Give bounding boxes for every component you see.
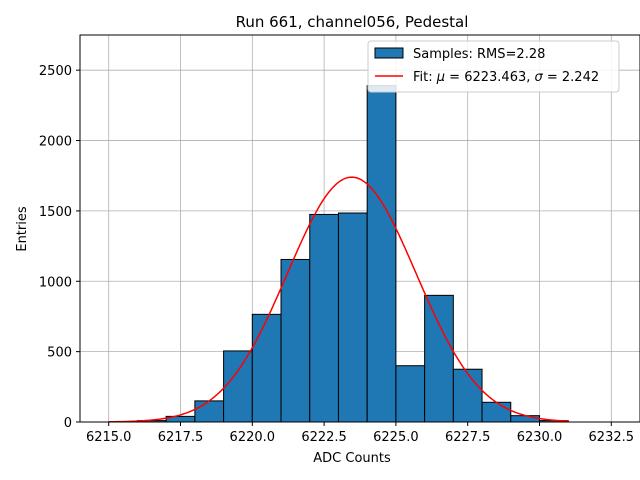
x-tick-label: 6222.5 [301,430,347,445]
x-tick-label: 6227.5 [445,430,491,445]
histogram-bar [452,368,483,423]
x-tick-label: 6232.5 [589,430,635,445]
legend-swatch-histogram [374,47,404,59]
histogram-bar [251,313,282,423]
histogram-bar [309,213,339,423]
y-axis-ticks: 0 500 1000 1500 2000 2500 [39,64,80,431]
legend-fit-mu-symbol: μ [436,70,445,85]
y-tick-label: 2500 [39,64,72,79]
fit-curve [108,176,569,423]
histogram-bar [510,415,540,423]
x-axis-label: ADC Counts [313,451,391,466]
y-tick-label: 1000 [39,275,72,290]
x-tick-label: 6230.0 [517,430,563,445]
x-tick-label: 6215.0 [86,430,132,445]
x-tick-label: 6217.5 [158,430,204,445]
histogram-bar [481,401,512,423]
x-tick-label: 6225.0 [373,430,419,445]
legend-fit-prefix: Fit: [413,70,437,85]
x-tick-label: 6220.0 [230,430,276,445]
y-axis-label: Entries [15,206,30,252]
legend-fit-sigma-symbol: σ [535,70,544,85]
histogram-bar [395,365,426,423]
y-tick-label: 1500 [39,205,72,220]
chart-title: Run 661, channel056, Pedestal [236,13,469,31]
fit-curve-layer [108,176,569,423]
histogram-bar [223,350,253,423]
y-tick-label: 0 [64,416,72,431]
legend-fit-mu-value: = 6223.463, [445,70,534,85]
legend: Samples: RMS=2.28 Fit: μ = 6223.463, σ =… [367,40,620,93]
plot-frame [79,34,640,423]
y-tick-label: 2000 [39,135,72,150]
legend-label-fit: Fit: μ = 6223.463, σ = 2.242 [413,70,599,85]
histogram-bar [424,294,454,423]
histogram-bar [366,85,397,423]
legend-fit-sigma-value: = 2.242 [543,70,599,85]
y-tick-label: 500 [47,346,72,361]
histogram-bar [337,212,368,423]
legend-label-histogram: Samples: RMS=2.28 [413,47,545,62]
x-axis-ticks: 6215.0 6217.5 6220.0 6222.5 6225.0 6227.5 6230… [86,422,634,445]
legend-box [367,40,620,93]
histogram-bar [280,258,311,423]
histogram-bar [194,400,225,423]
